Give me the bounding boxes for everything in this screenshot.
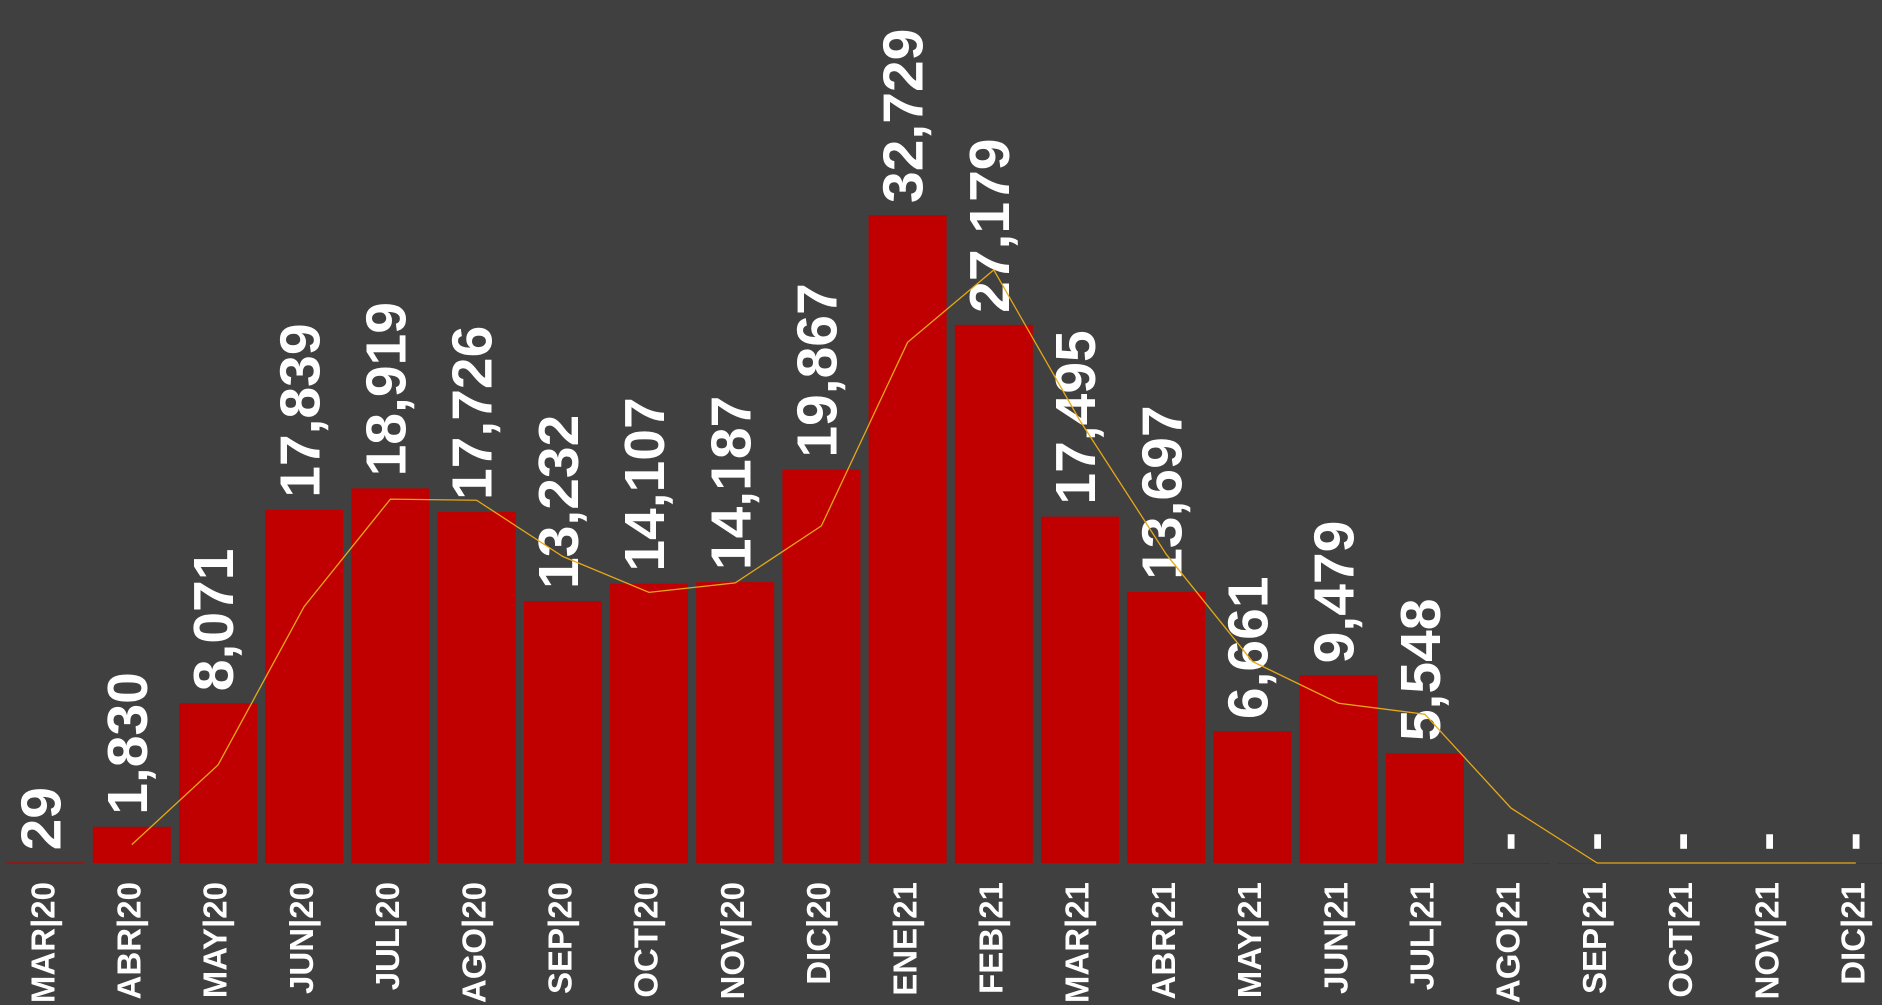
data-label: - [1561, 832, 1625, 851]
x-tick-label: MAR|21 [1059, 882, 1096, 1003]
bar [6, 862, 85, 864]
bar [351, 488, 430, 863]
data-label: - [1475, 832, 1539, 851]
x-tick-label: JUL|20 [369, 882, 406, 990]
data-label: 32,729 [872, 29, 936, 203]
x-tick-label: AGO|21 [1490, 882, 1527, 1003]
x-tick-label: MAY|21 [1231, 882, 1268, 998]
data-label: 19,867 [785, 283, 849, 457]
bar [523, 601, 602, 863]
x-tick-label: MAR|20 [24, 882, 61, 1003]
data-label: 17,839 [268, 323, 332, 497]
bar [179, 703, 257, 863]
bar [1385, 753, 1464, 863]
x-tick-label: NOV|21 [1748, 882, 1785, 999]
x-tick-label: ENE|21 [886, 882, 923, 996]
data-label: 14,187 [699, 396, 763, 570]
x-tick-label: SEP|21 [1576, 882, 1613, 994]
x-tick-label: FEB|21 [973, 882, 1010, 994]
bar [696, 582, 775, 863]
data-label: 18,919 [354, 302, 418, 476]
x-tick-label: JUN|21 [1317, 882, 1354, 994]
bar [610, 583, 688, 863]
bar [1472, 863, 1550, 864]
line [131, 268, 1856, 864]
bar [265, 509, 344, 863]
data-label: 8,071 [182, 549, 246, 692]
x-tick-label: ABR|21 [1145, 882, 1182, 999]
bar [1041, 516, 1119, 863]
x-tick-label: ABR|20 [111, 882, 148, 999]
x-tick-label: OCT|21 [1662, 882, 1699, 998]
x-tick-label: JUL|21 [1404, 882, 1441, 990]
x-tick-label: MAY|20 [197, 882, 234, 998]
x-tick-label: NOV|20 [714, 882, 751, 999]
data-label: 5,548 [1389, 599, 1453, 742]
data-label: 27,179 [958, 139, 1022, 313]
bar [954, 324, 1033, 863]
data-label: - [1647, 832, 1711, 851]
bar [1213, 731, 1292, 863]
bar [782, 469, 861, 863]
data-label: 9,479 [1303, 521, 1367, 664]
data-label: 14,107 [613, 397, 677, 571]
x-tick-label: SEP|20 [542, 882, 579, 994]
x-tick-label: JUN|20 [283, 882, 320, 994]
data-label: - [1820, 832, 1882, 851]
data-label: 6,661 [1216, 576, 1280, 719]
data-label: 17,726 [441, 326, 505, 500]
bar [868, 214, 947, 863]
data-label: 29 [10, 787, 74, 850]
x-tick-label: DIC|20 [800, 882, 837, 985]
x-tick-label: AGO|20 [455, 882, 492, 1003]
bar [437, 512, 516, 863]
data-label: 13,697 [1130, 405, 1194, 579]
data-label: 13,232 [527, 415, 591, 589]
x-tick-label: OCT|20 [628, 882, 665, 998]
data-label: - [1734, 832, 1798, 851]
data-label: 17,495 [1044, 330, 1108, 504]
x-tick-label: DIC|21 [1835, 882, 1872, 985]
data-label: 1,830 [96, 672, 160, 815]
bar [1127, 591, 1206, 863]
bar [92, 826, 171, 863]
